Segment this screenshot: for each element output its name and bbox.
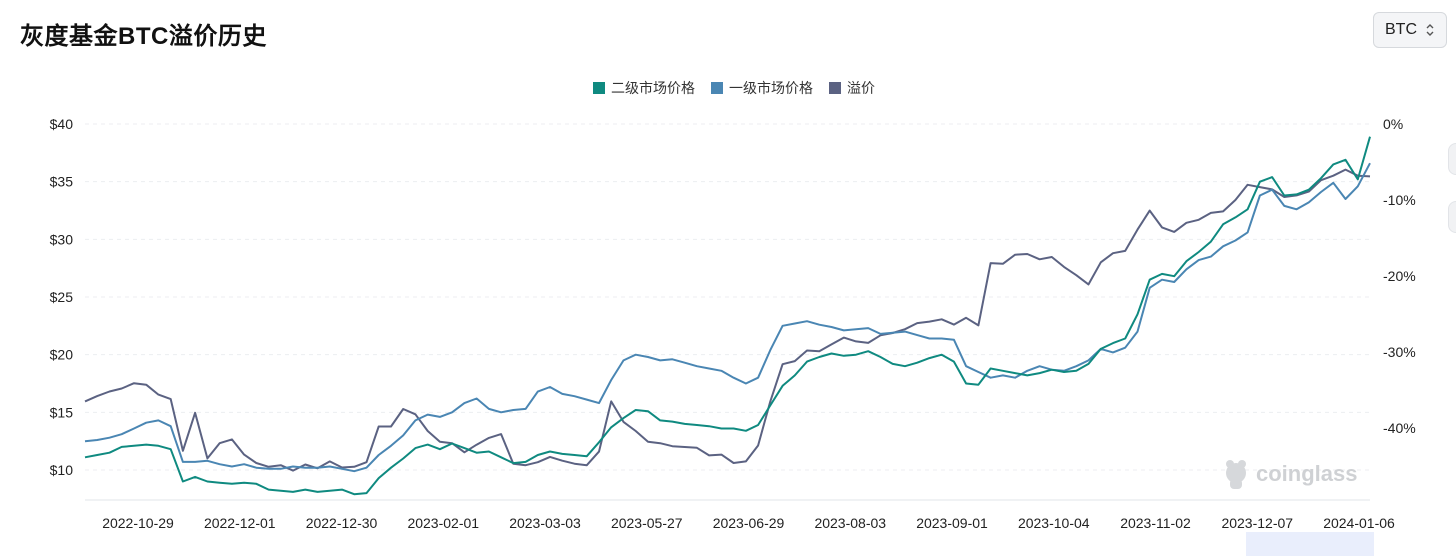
y-right-tick-label: -30% <box>1383 344 1416 360</box>
y-left-tick-label: $30 <box>50 231 74 247</box>
watermark: coinglass <box>1226 460 1357 489</box>
legend-item-premium[interactable]: 溢价 <box>829 78 875 98</box>
y-left-tick-label: $20 <box>50 347 74 363</box>
watermark-text: coinglass <box>1256 461 1357 486</box>
series-premium-line <box>84 168 1371 472</box>
y-right-tick-label: -20% <box>1383 268 1416 284</box>
chevron-up-down-icon <box>1425 23 1435 37</box>
series-secondary-line <box>84 136 1371 496</box>
series-primary-line <box>84 162 1371 473</box>
x-tick-label: 2023-10-04 <box>1018 515 1090 531</box>
y-left-tick-label: $25 <box>50 289 74 305</box>
x-tick-label: 2023-03-03 <box>509 515 581 531</box>
range-navigator-window[interactable] <box>1246 532 1374 556</box>
x-tick-label: 2023-09-01 <box>916 515 988 531</box>
legend-item-primary[interactable]: 一级市场价格 <box>711 78 813 98</box>
legend-item-secondary[interactable]: 二级市场价格 <box>593 78 695 98</box>
coin-selector[interactable]: BTC <box>1373 12 1447 48</box>
legend-label-primary: 一级市场价格 <box>729 80 813 96</box>
x-tick-label: 2024-01-06 <box>1323 515 1395 531</box>
x-tick-label: 2023-12-07 <box>1221 515 1293 531</box>
x-tick-label: 2022-10-29 <box>102 515 174 531</box>
coin-selector-value: BTC <box>1385 21 1417 38</box>
y-left-tick-label: $40 <box>50 116 74 132</box>
y-left-tick-label: $10 <box>50 462 74 478</box>
y-left-tick-label: $15 <box>50 404 74 420</box>
x-tick-label: 2022-12-30 <box>306 515 378 531</box>
x-tick-label: 2023-06-29 <box>713 515 785 531</box>
y-right-tick-label: -40% <box>1383 420 1416 436</box>
legend-swatch-premium <box>829 82 841 94</box>
x-tick-label: 2023-11-02 <box>1120 515 1191 531</box>
y-right-tick-label: 0% <box>1383 116 1403 132</box>
y-right-tick-label: -10% <box>1383 192 1416 208</box>
legend-swatch-primary <box>711 82 723 94</box>
legend-label-secondary: 二级市场价格 <box>611 80 695 96</box>
legend-swatch-secondary <box>593 82 605 94</box>
y-left-tick-label: $35 <box>50 174 74 190</box>
x-tick-label: 2023-08-03 <box>814 515 886 531</box>
legend-label-premium: 溢价 <box>847 80 875 96</box>
chart-legend: 二级市场价格 一级市场价格 溢价 <box>0 78 1456 98</box>
x-tick-label: 2023-05-27 <box>611 515 683 531</box>
page-title: 灰度基金BTC溢价历史 <box>20 23 267 50</box>
x-tick-label: 2022-12-01 <box>204 515 276 531</box>
x-tick-label: 2023-02-01 <box>407 515 479 531</box>
coinglass-logo-icon <box>1226 460 1246 489</box>
